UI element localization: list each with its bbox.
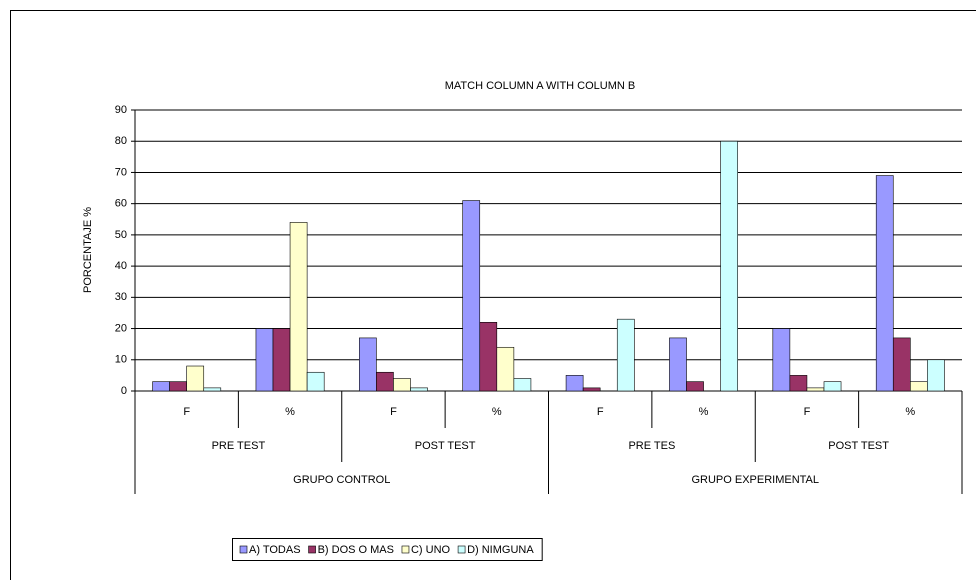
bar xyxy=(772,328,791,392)
subgroup-label: PRE TEST xyxy=(212,440,266,452)
x-tick-label: % xyxy=(905,406,915,418)
legend-swatch xyxy=(457,545,466,554)
bar xyxy=(186,365,205,392)
bar xyxy=(289,222,308,392)
y-tick-label: 0 xyxy=(121,385,127,397)
bar xyxy=(496,346,515,392)
y-tick-label: 80 xyxy=(115,135,127,147)
legend-swatch xyxy=(308,545,316,554)
chart-frame xyxy=(10,10,976,580)
y-tick-label: 10 xyxy=(115,354,127,366)
subgroup-label: POST TEST xyxy=(415,440,476,452)
bar xyxy=(616,318,635,392)
bar xyxy=(462,200,481,392)
bar xyxy=(789,375,808,392)
bar xyxy=(479,322,498,392)
x-tick-label: % xyxy=(699,406,709,418)
legend-swatch xyxy=(401,545,410,554)
legend-label: B) DOS O MAS xyxy=(318,544,394,556)
y-tick-label: 70 xyxy=(115,166,127,178)
y-tick-label: 30 xyxy=(115,291,127,303)
legend xyxy=(232,538,543,561)
x-tick-label: F xyxy=(804,406,811,418)
bar xyxy=(806,387,825,392)
bar xyxy=(169,381,187,392)
chart-title: MATCH COLUMN A WITH COLUMN B xyxy=(445,80,635,92)
bar xyxy=(376,371,394,392)
bar xyxy=(513,378,532,392)
bar xyxy=(152,381,170,392)
legend-swatch xyxy=(239,545,248,554)
x-tick-label: % xyxy=(492,406,502,418)
legend-label: C) UNO xyxy=(411,544,451,556)
legend-label: A) TODAS xyxy=(249,544,301,556)
subgroup-label: POST TEST xyxy=(828,440,889,452)
y-tick-label: 40 xyxy=(115,260,127,272)
bar xyxy=(565,375,584,392)
bar xyxy=(720,140,738,392)
group-label: GRUPO EXPERIMENTAL xyxy=(691,474,819,486)
y-tick-label: 50 xyxy=(115,229,127,241)
legend-label: D) NIMGUNA xyxy=(467,544,534,556)
bar xyxy=(582,387,601,392)
y-axis-label: PORCENTAJE % xyxy=(82,207,94,293)
bar xyxy=(272,328,291,392)
bar xyxy=(875,175,894,392)
bar xyxy=(306,371,325,392)
y-tick-label: 20 xyxy=(115,322,127,334)
group-label: GRUPO CONTROL xyxy=(293,474,390,486)
bar xyxy=(686,381,704,392)
bar xyxy=(393,378,411,392)
bar xyxy=(669,337,687,392)
bar xyxy=(359,337,377,392)
y-tick-label: 60 xyxy=(115,198,127,210)
bar xyxy=(892,337,911,392)
y-tick-label: 90 xyxy=(115,104,127,116)
bar xyxy=(927,359,945,392)
bar xyxy=(203,387,222,392)
x-tick-label: % xyxy=(285,406,295,418)
bar xyxy=(910,381,928,392)
bar xyxy=(255,328,274,392)
x-tick-label: F xyxy=(390,406,397,418)
bar xyxy=(823,381,842,392)
subgroup-label: PRE TES xyxy=(628,440,675,452)
x-tick-label: F xyxy=(183,406,190,418)
x-tick-label: F xyxy=(597,406,604,418)
bar xyxy=(410,387,428,392)
